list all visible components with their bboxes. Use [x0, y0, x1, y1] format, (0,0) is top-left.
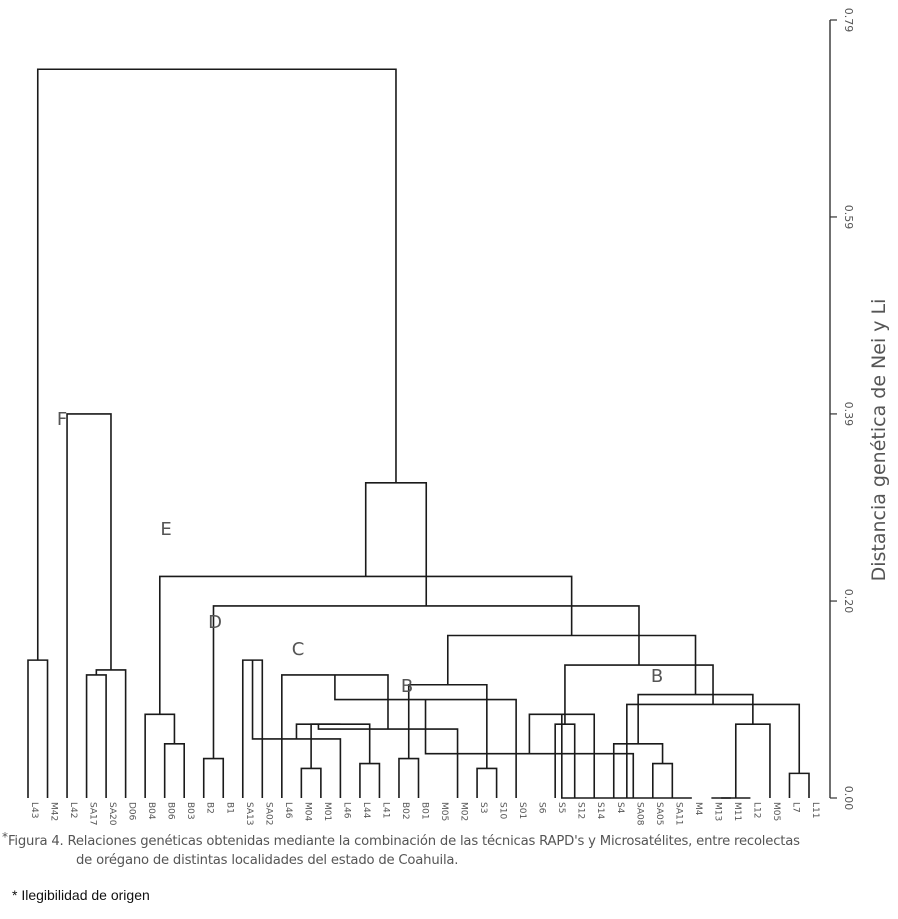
dendrogram-branch — [398, 757, 420, 798]
leaf-label: M05 — [439, 802, 449, 821]
leaf-label: M11 — [732, 802, 742, 821]
axis-title: Distancia genética de Nei y Li — [868, 299, 890, 582]
leaf-label: M4 — [693, 802, 703, 816]
leaf-label: S4 — [615, 802, 625, 814]
axis-tick-label: 0.79 — [842, 8, 855, 33]
leaf-label: B06 — [166, 802, 176, 820]
cluster-label: F — [57, 409, 67, 430]
leaf-label: SA11 — [673, 802, 683, 826]
dendrogram-branch — [734, 723, 771, 798]
dendrogram-branch — [561, 714, 692, 799]
leaf-label: SA08 — [634, 802, 644, 826]
dendrogram-branch — [317, 724, 459, 798]
footnote: * Ilegibilidad de origen — [12, 887, 150, 903]
dendrogram-branch — [95, 669, 127, 798]
leaf-label: M02 — [459, 802, 469, 821]
dendrogram-branch — [144, 713, 176, 798]
dendrogram-branch — [202, 757, 225, 798]
dendrogram-branch — [612, 743, 664, 798]
caption-line-1: Figura 4. Relaciones genéticas obtenidas… — [8, 834, 800, 849]
leaf-label: L44 — [361, 802, 371, 819]
dendrogram-branch — [564, 664, 714, 725]
leaf-label: L7 — [790, 802, 800, 813]
cluster-label: D — [208, 612, 222, 633]
leaf-label: L46 — [283, 802, 293, 819]
leaf-label: L11 — [810, 802, 820, 818]
leaf-label: L46 — [341, 802, 351, 819]
dendrogram-branch — [36, 68, 397, 661]
leaf-label: SA20 — [107, 802, 117, 826]
leaf-label: L43 — [29, 802, 39, 818]
dendrogram-branch — [158, 575, 573, 715]
leaf-label: S01 — [517, 802, 527, 819]
leaf-label: B2 — [205, 802, 215, 814]
caption-marker: * — [2, 830, 8, 844]
dendrogram-branch — [85, 674, 107, 798]
leaf-label: B04 — [146, 802, 156, 820]
dendrogram-branch — [528, 713, 596, 798]
dendrogram-branch — [359, 762, 381, 798]
dendrogram-branch — [476, 767, 498, 798]
dendrogram-branch — [364, 482, 428, 606]
leaf-label: S3 — [478, 802, 488, 813]
dendrogram-branch — [407, 683, 488, 769]
leaf-label: M01 — [322, 802, 332, 821]
leaf-label: D06 — [127, 802, 137, 821]
caption-line-2: de orégano de distintas localidades del … — [76, 853, 459, 868]
leaf-label: S14 — [595, 802, 605, 819]
figure-caption: * Figura 4. Relaciones genéticas obtenid… — [2, 830, 893, 870]
leaf-label: L12 — [751, 802, 761, 818]
dendrogram-branch — [424, 699, 635, 798]
dendrogram-chart: 0.790.590.390.200.00 L43 M42 L42 SA17 SA20 D0… — [27, 8, 890, 826]
leaf-label: L42 — [68, 802, 78, 818]
axis-tick-label: 0.59 — [842, 205, 855, 230]
dendrogram-branch — [652, 762, 674, 798]
dendrogram-branch — [27, 659, 49, 798]
leaf-label: S5 — [556, 802, 566, 813]
leaf-label: S12 — [576, 802, 586, 819]
dendrogram-branch — [788, 772, 810, 798]
dendrogram-branch — [163, 743, 185, 798]
leaf-label: SA17 — [88, 802, 98, 826]
cluster-label: C — [292, 639, 305, 660]
leaf-label: SA13 — [244, 802, 254, 826]
leaf-label: M42 — [49, 802, 59, 821]
leaf-label: B03 — [185, 802, 195, 820]
leaf-label: M13 — [712, 802, 722, 821]
leaf-label: S6 — [537, 802, 547, 814]
distance-axis: 0.79 0.59 0.39 0.20 0.00 — [829, 8, 855, 811]
cluster-labels: F E D C B B — [57, 409, 663, 697]
axis-tick-label: 0.20 — [842, 589, 855, 614]
dendrogram-branch — [554, 723, 576, 798]
dendrogram-branch — [300, 767, 322, 798]
dendrogram-branch — [295, 723, 341, 739]
cluster-label: E — [160, 519, 171, 540]
leaf-label: B02 — [400, 802, 410, 820]
leaf-label: SA02 — [263, 802, 273, 826]
leaf-label: M05 — [771, 802, 781, 821]
cluster-label: B — [401, 676, 413, 697]
leaf-label: M04 — [302, 802, 312, 821]
axis-tick-label: 0.00 — [842, 786, 855, 811]
dendrogram-branch — [637, 693, 754, 744]
dendrogram-branch — [66, 413, 112, 798]
axis-tick-label: 0.39 — [842, 402, 855, 427]
leaf-label: SA05 — [654, 802, 664, 826]
leaf-label: S10 — [498, 802, 508, 819]
leaf-label: B01 — [420, 802, 430, 820]
leaf-label: B1 — [224, 802, 234, 814]
leaf-label: L41 — [380, 802, 390, 818]
leaf-labels: L43 M42 L42 SA17 SA20 D06 B04 B06 B03 B2 B1 SA13 SA0… — [29, 802, 820, 826]
dendrogram-branches — [27, 68, 810, 799]
cluster-label: B — [651, 666, 663, 687]
